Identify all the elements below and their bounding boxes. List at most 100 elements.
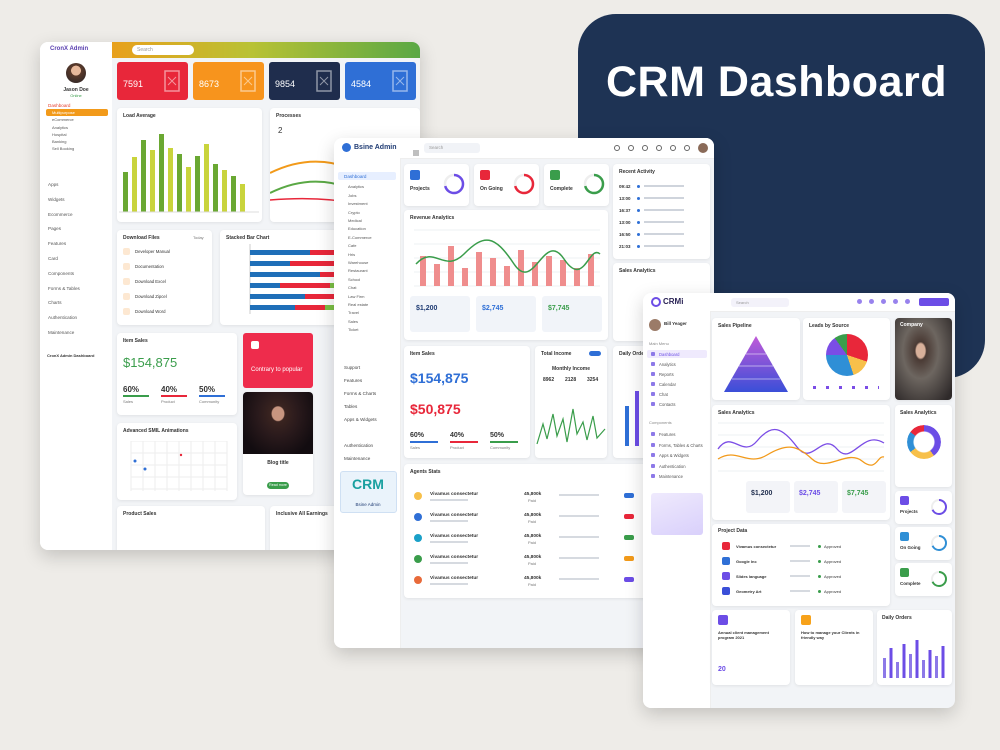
- post-count: 20: [718, 666, 726, 673]
- menu-title: Components: [649, 420, 672, 425]
- brand: CRMi: [663, 297, 684, 306]
- stat-icon: [237, 68, 259, 94]
- file-name: Developer Manual: [135, 249, 170, 254]
- decoration: [319, 76, 329, 86]
- file-icon: [123, 293, 130, 300]
- stat-bar: [410, 441, 438, 443]
- menu-item: Warehouse: [348, 260, 369, 265]
- post-title: How to manage your Clients in friendly w…: [801, 630, 860, 640]
- agent-subtext: [430, 520, 468, 522]
- sidebar-promo: [651, 493, 703, 535]
- tile-icon: [900, 496, 909, 505]
- menu-item: Authentication: [344, 443, 374, 448]
- menu-item: Forms & Charts: [344, 391, 377, 396]
- decoration: [164, 70, 180, 92]
- agent-name: Vivamus consectetur: [430, 534, 479, 539]
- project-status: Approved: [824, 544, 842, 549]
- stat-label: Product: [450, 445, 464, 450]
- menu-icon: [651, 362, 655, 366]
- agent-subtext: [430, 583, 468, 585]
- decoration: [179, 453, 183, 457]
- decoration: [902, 644, 906, 678]
- income-subtitle: Monthly Income: [551, 366, 591, 372]
- agent-avatar: [414, 576, 422, 584]
- decoration: [186, 167, 191, 212]
- decoration: [717, 446, 885, 466]
- header-icon: [869, 299, 874, 304]
- decoration: [931, 499, 947, 515]
- hero-title: CRM Dashboard: [606, 58, 947, 106]
- user-name: Jason Doe: [63, 87, 89, 93]
- decoration: [295, 305, 325, 310]
- post-icon: [801, 615, 811, 625]
- project-data-card: Project Data Vivamus consectetur Approved G…: [712, 524, 890, 606]
- decoration: [935, 656, 938, 678]
- logo-card: CRM Bsine Admin: [340, 471, 397, 513]
- menu-item: Contacts: [659, 402, 676, 407]
- header-icon: [905, 299, 910, 304]
- decoration: [536, 408, 606, 445]
- menu-item: Maintenance: [344, 456, 371, 461]
- activity-dot: [637, 197, 640, 200]
- menu-item: Jobs: [348, 192, 357, 198]
- stat-card: 4584: [345, 62, 416, 100]
- avatar: [66, 63, 86, 83]
- stat-bar: [450, 441, 478, 443]
- agent-note: [559, 578, 599, 580]
- project-icon: [722, 542, 730, 550]
- revenue-stat-value: $1,200: [416, 305, 438, 312]
- decoration: [536, 408, 606, 445]
- agent-amount: 45,800k: [524, 555, 542, 560]
- top-bar: [643, 293, 955, 312]
- decoration: [889, 648, 893, 678]
- header-icon: [642, 145, 648, 151]
- project-status: Approved: [824, 559, 842, 564]
- menu-item: Authentication: [48, 315, 78, 321]
- stat-percent: 60%: [123, 385, 140, 394]
- menu-item: Cafe: [348, 243, 357, 249]
- menu-icon: [651, 392, 655, 396]
- decoration: [290, 261, 335, 266]
- status-dot: [818, 590, 821, 593]
- menu-icon: [651, 372, 655, 376]
- income-badge: [589, 351, 601, 356]
- logo-text: CRM: [352, 476, 384, 492]
- smil-card: Advanced SMIL Animations: [117, 423, 237, 500]
- stat-tile: On Going: [474, 164, 539, 206]
- stat-icon: [313, 68, 335, 94]
- download-files-card: Download Files Today Developer Manual Docum…: [117, 230, 212, 325]
- activity-time: 13:00: [619, 220, 631, 225]
- decoration: [250, 294, 305, 299]
- brand: Bsine Admin: [354, 144, 397, 151]
- revenue-stat-value: $7,745: [548, 305, 570, 312]
- decoration: [133, 459, 137, 463]
- decoration: [931, 535, 947, 551]
- decoration: [316, 70, 332, 92]
- stat-tile: Projects: [404, 164, 469, 206]
- decoration: [574, 268, 580, 286]
- activity-time: 13:00: [619, 196, 631, 201]
- card-title: Project Data: [718, 528, 748, 534]
- post-title: Annual client management program 2021: [718, 630, 769, 640]
- decoration: [222, 170, 227, 212]
- decoration: [896, 662, 899, 678]
- project-name: Vivamus consectetur: [736, 544, 777, 549]
- menu-item: Medical: [348, 218, 362, 223]
- card-title: Recent Activity: [619, 169, 655, 175]
- decoration: [504, 266, 510, 286]
- decoration: [167, 76, 177, 86]
- menu-item: Tables: [344, 404, 358, 409]
- stat-value: 4584: [351, 79, 372, 89]
- menu-item: Apps & Widgets: [344, 417, 377, 422]
- stat-label: Community: [490, 445, 511, 450]
- decoration: [443, 173, 465, 195]
- post-icon: [718, 615, 728, 625]
- decoration: [414, 229, 601, 287]
- card-title: Agents Stats: [410, 469, 441, 475]
- sidebar: [40, 42, 112, 550]
- menu-active: [46, 109, 108, 117]
- menu-icon: [651, 453, 655, 457]
- stacked-bar-card: Stacked Bar Chart: [220, 230, 340, 325]
- post-card: How to manage your Clients in friendly w…: [795, 610, 873, 685]
- menu-item: Investment: [348, 201, 368, 207]
